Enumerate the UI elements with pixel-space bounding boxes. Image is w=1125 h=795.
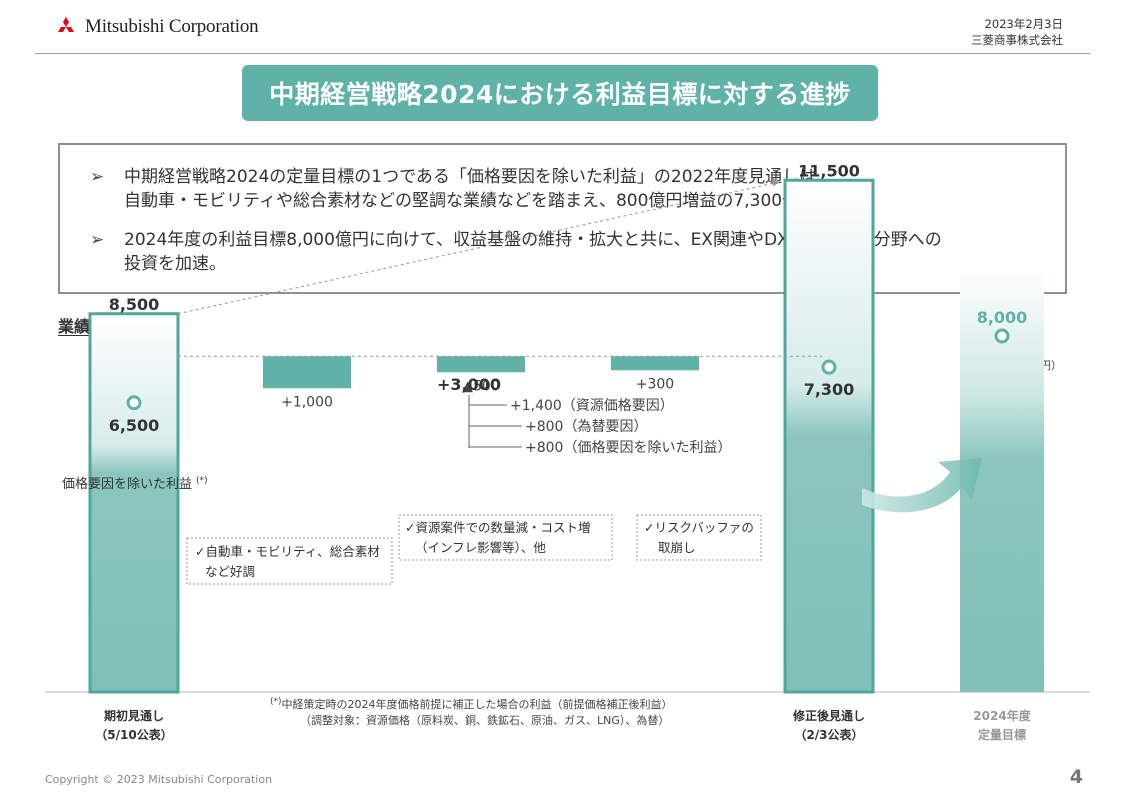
arrow-head-icon (772, 177, 780, 187)
note-box-resource: ✓資源案件での数量減・コスト増 （インフレ影響等）、他 (398, 514, 613, 561)
note-box-auto: ✓自動車・モビリティ、総合素材 など好調 (186, 537, 393, 585)
x-label-target-sub: 定量目標 (978, 727, 1026, 742)
bar-revised (783, 178, 875, 694)
bullet-arrow-icon: ➢ (90, 230, 105, 250)
header-date: 2023年2月3日 (984, 17, 1063, 31)
three-diamonds-icon (58, 17, 74, 32)
footnote-mark: (*) (270, 697, 282, 707)
data-label-revised-total: 11,500 (798, 161, 860, 180)
summary-bullet: ➢ 2024年度の利益目標8,000億円に向けて、収益基盤の維持・拡大と共に、E… (90, 228, 942, 276)
step-bar-resource (437, 356, 525, 373)
note-line: ✓リスクバッファの (644, 520, 754, 535)
increase-item: +800（価格要因を除いた利益） (525, 440, 731, 456)
header-company: 三菱商事株式会社 (971, 33, 1063, 47)
note-line: ✓自動車・モビリティ、総合素材 (195, 544, 380, 559)
page-number: 4 (1069, 766, 1083, 788)
bar-initial (88, 312, 180, 694)
note-line: ✓資源案件での数量減・コスト増 (405, 520, 590, 535)
step-bar-risk (611, 356, 699, 371)
marker-revised (821, 359, 837, 375)
excl-price-label: 価格要因を除いた利益 (*) (62, 476, 208, 492)
copyright: Copyright © 2023 Mitsubishi Corporation (45, 773, 273, 786)
increase-item: +1,400（資源価格要因） (510, 398, 674, 414)
bullet-line: 中期経営戦略2024の定量目標の1つである「価格要因を除いた利益」の2022年度… (124, 167, 834, 187)
excl-price-text: 価格要因を除いた利益 (62, 476, 192, 492)
breakdown-bracket (468, 395, 522, 448)
note-line: 取崩し (658, 540, 696, 555)
step-label-resource: ▲500 (462, 378, 500, 394)
company-logo-text: Mitsubishi Corporation (85, 16, 259, 37)
x-label-initial-sub: （5/10公表） (95, 727, 172, 742)
excl-price-mark: (*) (196, 476, 208, 486)
x-label-target: 2024年度 (973, 708, 1031, 723)
note-line: （インフレ影響等）、他 (415, 540, 546, 555)
x-label-revised: 修正後見通し (792, 708, 865, 723)
slide-title: 中期経営戦略2024における利益目標に対する進捗 (269, 80, 851, 109)
data-label-target-total: 8,000 (977, 308, 1028, 327)
x-label-initial: 期初見通し (104, 708, 164, 723)
footnote: (*)中経策定時の2024年度価格前提に補正した場合の利益（前提価格補正後利益） (270, 697, 673, 711)
header-info: 2023年2月3日 三菱商事株式会社 (971, 16, 1063, 48)
company-logo: Mitsubishi Corporation (55, 16, 259, 38)
note-line: など好調 (205, 564, 255, 579)
summary-box: ➢ 中期経営戦略2024の定量目標の1つである「価格要因を除いた利益」の2022… (58, 143, 1067, 294)
connector-total-line (177, 181, 779, 315)
bullet-line: 2024年度の利益目標8,000億円に向けて、収益基盤の維持・拡大と共に、EX関… (124, 230, 942, 250)
bullet-arrow-icon: ➢ (90, 167, 105, 187)
footnote-line: （調整対象：資源価格（原料炭、銅、鉄鉱石、原油、ガス、LNG）、為替） (300, 713, 669, 727)
data-label-revised-sub: 7,300 (804, 380, 855, 399)
step-label-risk: +300 (636, 376, 674, 392)
data-label-initial-sub: 6,500 (109, 416, 160, 435)
increase-total-label: +3,000 (437, 375, 501, 394)
marker-target (994, 328, 1010, 344)
footnote-line: 中経策定時の2024年度価格前提に補正した場合の利益（前提価格補正後利益） (282, 697, 673, 711)
x-label-revised-sub: （2/3公表） (794, 727, 863, 742)
bullet-line: 投資を加速。 (124, 254, 226, 274)
bullet-line: 自動車・モビリティや総合素材などの堅調な業績などを踏まえ、800億円増益の7,3… (124, 191, 834, 211)
slide-title-banner: 中期経営戦略2024における利益目標に対する進捗 (242, 65, 878, 121)
increase-item: +800（為替要因） (525, 419, 647, 435)
marker-initial (126, 395, 142, 411)
data-label-initial-total: 8,500 (109, 295, 160, 314)
step-bar-auto (263, 356, 351, 389)
curved-arrow-icon (862, 458, 982, 513)
step-label-auto: +1,000 (281, 394, 333, 410)
header-divider (35, 53, 1090, 54)
summary-bullet: ➢ 中期経営戦略2024の定量目標の1つである「価格要因を除いた利益」の2022… (90, 165, 833, 213)
note-box-risk: ✓リスクバッファの 取崩し (636, 514, 762, 561)
